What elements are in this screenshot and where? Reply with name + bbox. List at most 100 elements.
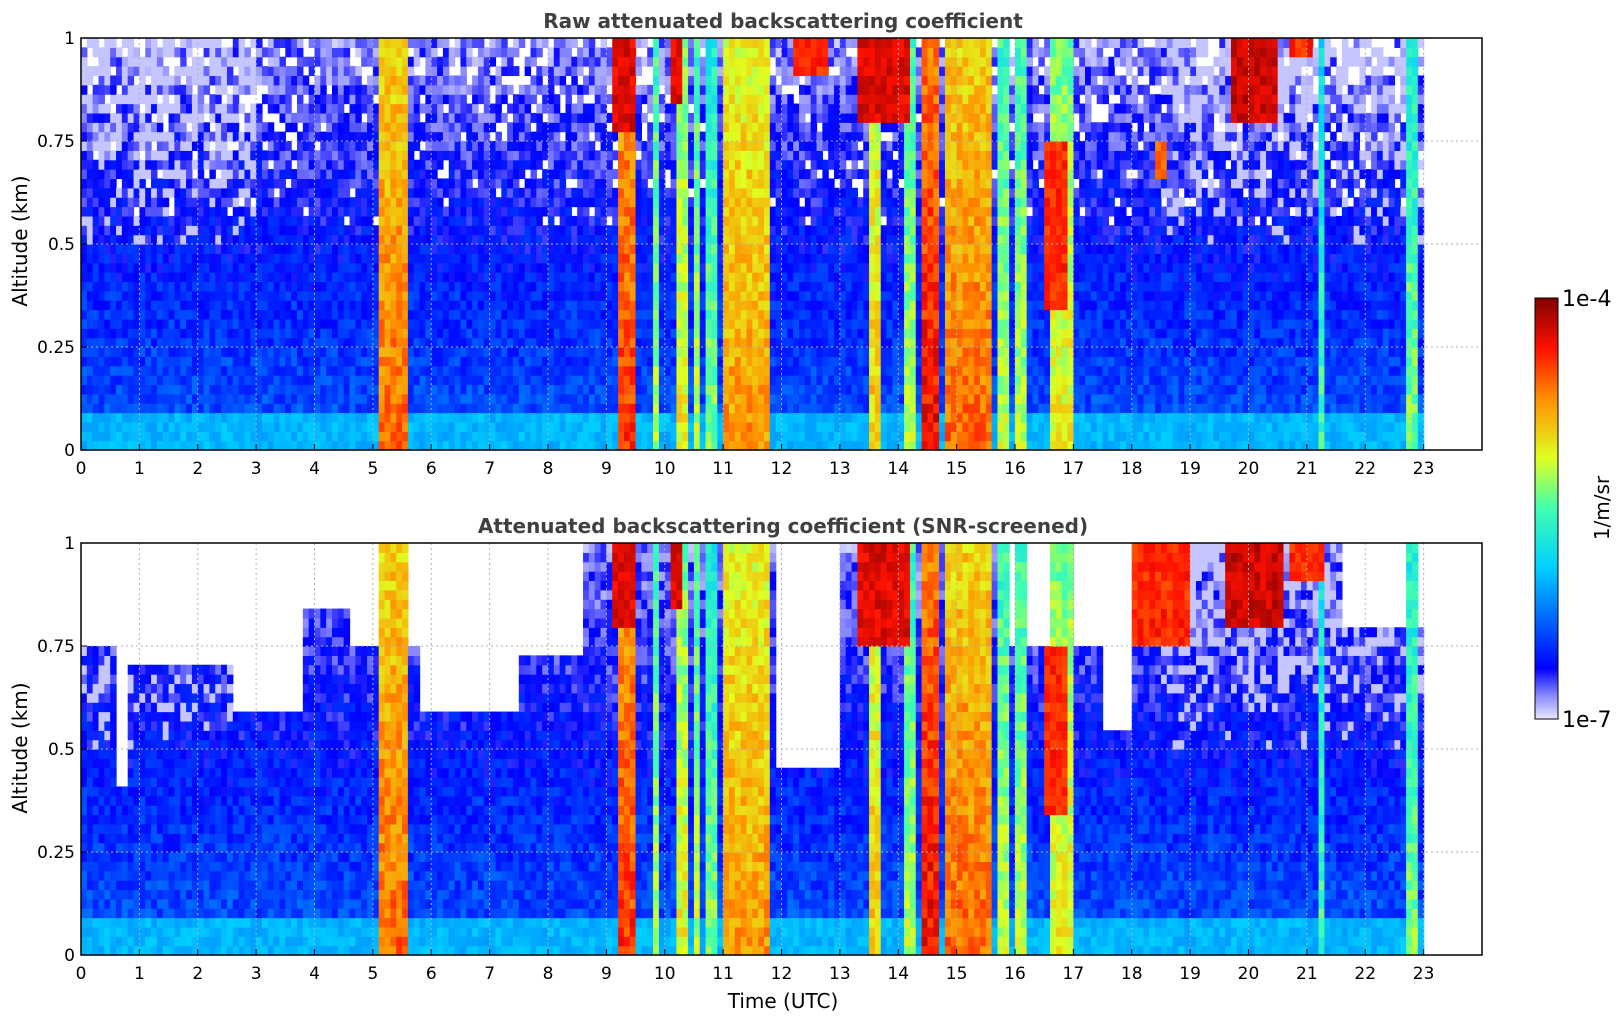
heatmap-cell [384,169,391,180]
heatmap-cell [133,122,140,133]
heatmap-cell [699,356,707,367]
heatmap-cell [151,328,158,339]
heatmap-cell [717,244,724,254]
heatmap-cell [92,112,100,123]
heatmap-cell [629,244,637,254]
heatmap-cell [110,262,117,273]
heatmap-cell [390,131,397,142]
heatmap-cell [752,412,759,423]
heatmap-cell [81,253,88,264]
heatmap-cell [699,253,707,264]
heatmap-cell [343,56,351,67]
heatmap-cell [483,122,491,133]
heatmap-cell [226,47,234,58]
heatmap-cell [618,272,625,283]
heatmap-cell [191,328,199,339]
heatmap-cell [151,431,158,442]
heatmap-cell [168,150,175,161]
heatmap-cell [296,300,304,311]
heatmap-cell [256,75,263,86]
heatmap-cell [495,328,502,339]
heatmap-cell [612,94,619,105]
heatmap-cell [390,281,397,292]
heatmap-cell [226,215,234,226]
heatmap-cell [501,178,508,189]
heatmap-cell [495,300,502,311]
heatmap-cell [682,75,689,86]
heatmap-cell [477,75,485,86]
heatmap-cell [699,159,707,170]
heatmap-cell [407,234,415,245]
heatmap-cell [349,412,356,423]
heatmap-cell [723,431,730,442]
heatmap-cell [343,412,351,423]
heatmap-cell [226,431,234,442]
heatmap-cell [413,244,421,254]
heatmap-cell [658,375,666,386]
heatmap-cell [758,440,765,451]
heatmap-cell [688,56,695,67]
heatmap-cell [548,187,555,198]
heatmap-cell [361,412,368,423]
heatmap-cell [232,262,240,273]
heatmap-cell [367,384,374,395]
heatmap-cell [156,47,164,58]
heatmap-cell [174,150,181,161]
heatmap-cell [378,412,386,423]
heatmap-cell [769,150,777,161]
heatmap-cell [232,375,240,386]
heatmap-cell [524,347,532,357]
heatmap-cell [641,290,648,301]
heatmap-cell [583,56,590,67]
heatmap-cell [104,169,111,180]
heatmap-cell [250,440,257,451]
heatmap-cell [337,75,345,86]
heatmap-cell [337,169,345,180]
heatmap-cell [565,47,572,58]
heatmap-cell [763,403,771,414]
heatmap-cell [477,159,485,170]
heatmap-cell [437,38,444,48]
heatmap-cell [594,347,602,357]
heatmap-cell [221,290,228,301]
heatmap-cell [705,337,713,348]
heatmap-cell [326,159,333,170]
heatmap-cell [390,75,397,86]
heatmap-cell [314,197,321,208]
heatmap-cell [623,244,631,254]
heatmap-cell [699,431,707,442]
heatmap-cell [746,159,753,170]
heatmap-cell [384,112,391,123]
heatmap-cell [577,225,584,236]
heatmap-cell [390,393,397,404]
heatmap-cell [180,206,187,217]
heatmap-cell [705,393,713,404]
heatmap-cell [466,178,473,189]
heatmap-cell [442,393,450,404]
heatmap-cell [501,197,508,208]
heatmap-cell [320,290,327,301]
heatmap-cell [647,47,654,58]
heatmap-cell [407,309,415,320]
heatmap-cell [676,84,683,95]
heatmap-cell [337,318,345,329]
heatmap-cell [378,197,386,208]
heatmap-cell [390,300,397,311]
heatmap-cell [583,206,590,217]
heatmap-cell [116,356,123,367]
heatmap-cell [302,103,310,114]
heatmap-cell [139,412,146,423]
heatmap-cell [121,187,129,198]
heatmap-cell [261,253,269,264]
heatmap-cell [145,347,152,357]
heatmap-cell [145,300,152,311]
heatmap-cell [489,318,497,329]
heatmap-cell [442,375,450,386]
heatmap-cell [518,141,526,151]
heatmap-cell [606,309,613,320]
heatmap-cell [606,290,613,301]
heatmap-cell [676,150,683,161]
heatmap-cell [763,318,771,329]
heatmap-cell [740,187,748,198]
heatmap-cell [337,66,345,77]
